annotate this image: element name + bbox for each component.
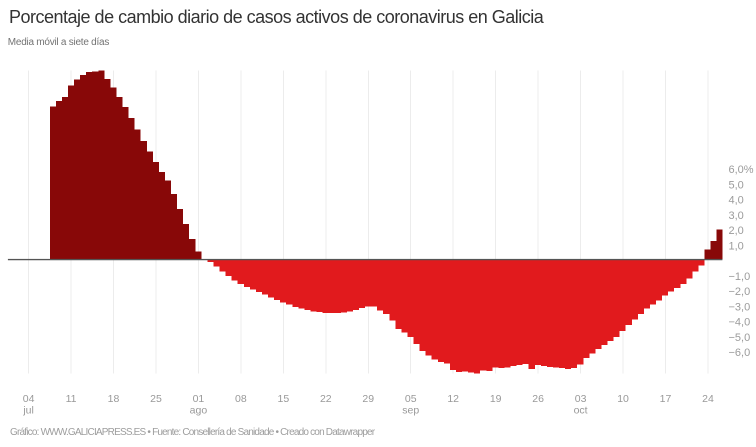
svg-text:6,0%: 6,0% (729, 164, 754, 176)
svg-text:−4,0: −4,0 (729, 317, 751, 329)
svg-text:−1,0: −1,0 (729, 271, 751, 283)
svg-text:12: 12 (447, 393, 459, 405)
svg-text:18: 18 (108, 393, 120, 405)
svg-text:03: 03 (575, 393, 587, 405)
svg-text:−5,0: −5,0 (729, 332, 751, 344)
svg-text:1,0: 1,0 (729, 241, 744, 253)
svg-text:19: 19 (490, 393, 502, 405)
svg-text:15: 15 (278, 393, 290, 405)
svg-text:24: 24 (702, 393, 714, 405)
svg-text:3,0: 3,0 (729, 210, 744, 222)
svg-text:5,0: 5,0 (729, 180, 744, 192)
svg-text:4,0: 4,0 (729, 195, 744, 207)
svg-text:05: 05 (405, 393, 417, 405)
svg-text:17: 17 (660, 393, 672, 405)
svg-text:oct: oct (574, 405, 588, 417)
svg-text:−3,0: −3,0 (729, 301, 751, 313)
svg-text:25: 25 (150, 393, 162, 405)
svg-text:−2,0: −2,0 (729, 286, 751, 298)
svg-text:22: 22 (320, 393, 332, 405)
svg-text:29: 29 (362, 393, 374, 405)
svg-text:ago: ago (190, 405, 208, 417)
svg-text:11: 11 (66, 393, 77, 405)
svg-text:08: 08 (235, 393, 247, 405)
svg-text:jul: jul (22, 405, 34, 417)
svg-text:−6,0: −6,0 (729, 347, 751, 359)
svg-text:04: 04 (23, 393, 35, 405)
svg-text:01: 01 (193, 393, 205, 405)
svg-text:sep: sep (402, 405, 419, 417)
svg-text:10: 10 (617, 393, 629, 405)
svg-text:26: 26 (532, 393, 544, 405)
svg-text:2,0: 2,0 (729, 225, 744, 237)
